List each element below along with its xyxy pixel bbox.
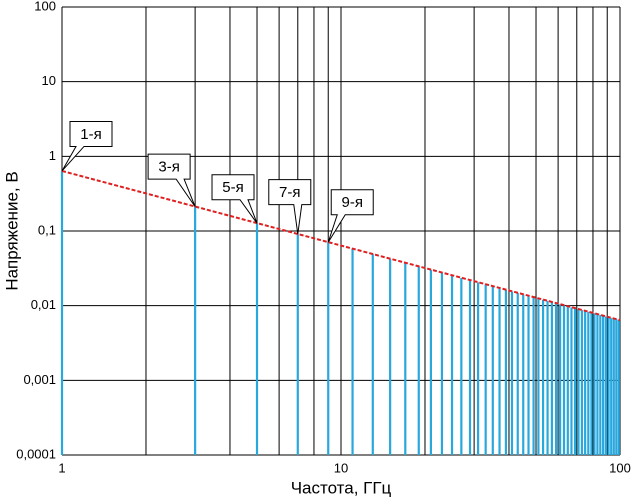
- x-tick-label: 1: [58, 460, 65, 475]
- callout-label: 7-я: [279, 184, 300, 201]
- x-tick-label: 100: [609, 460, 631, 475]
- callout-box: [268, 179, 312, 235]
- y-tick-label: 0,0001: [16, 446, 56, 461]
- y-tick-label: 0,001: [23, 372, 56, 387]
- callout-box: [61, 120, 113, 172]
- callout-label: 9-я: [341, 194, 362, 211]
- callout-box: [147, 153, 196, 207]
- callout: 1-я: [61, 120, 113, 172]
- callout: 7-я: [268, 179, 312, 235]
- callout-box: [327, 189, 374, 243]
- callout: 5-я: [211, 174, 258, 224]
- y-tick-label: 0,1: [38, 222, 56, 237]
- x-tick-label: 10: [334, 460, 348, 475]
- callout-box: [211, 174, 258, 224]
- callout: 3-я: [147, 153, 196, 207]
- callout-label: 3-я: [158, 159, 179, 176]
- y-tick-label: 10: [42, 73, 56, 88]
- callout-label: 5-я: [222, 179, 243, 196]
- y-tick-label: 0,01: [31, 297, 56, 312]
- y-tick-label: 1: [49, 148, 56, 163]
- x-axis-title: Частота, ГГц: [291, 478, 392, 497]
- callout-label: 1-я: [80, 126, 101, 143]
- y-axis-title: Напряжение, В: [2, 171, 21, 290]
- callout: 9-я: [327, 189, 374, 243]
- envelope-line: [61, 169, 621, 322]
- y-tick-label: 100: [34, 0, 56, 13]
